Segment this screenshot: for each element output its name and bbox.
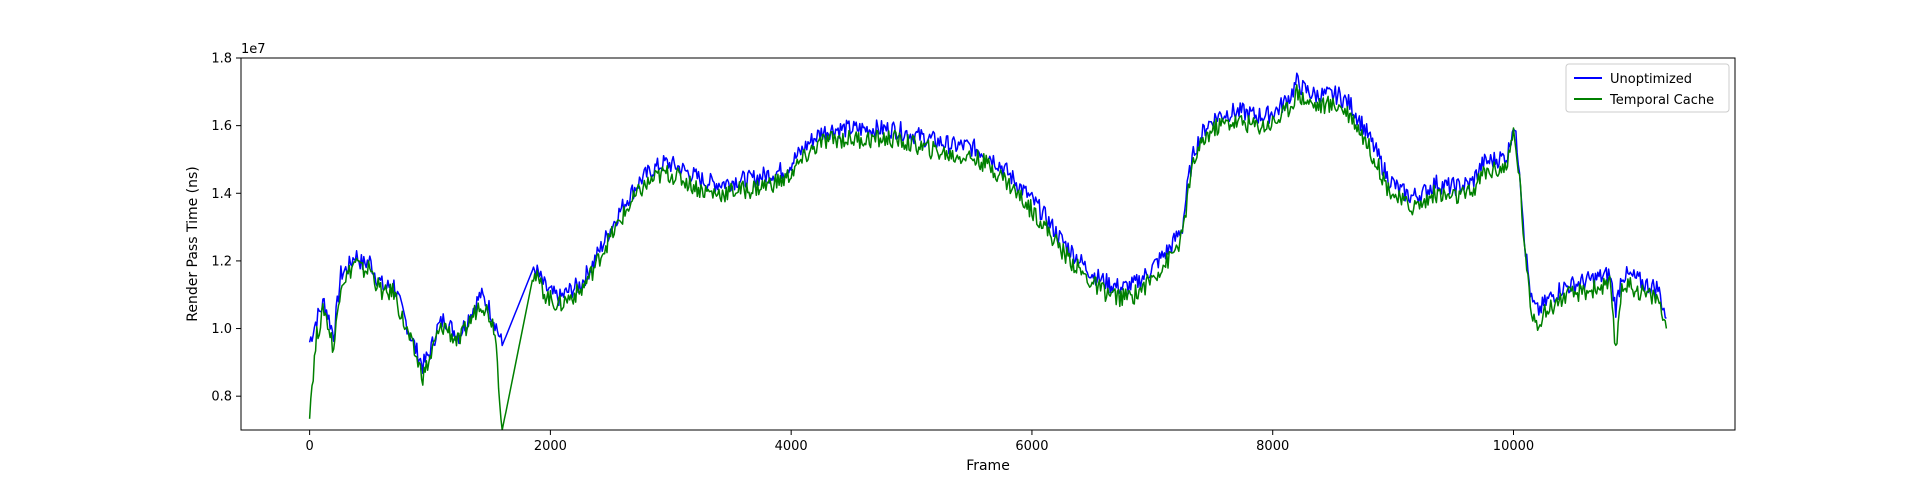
x-tick-label: 4000 [775,439,808,454]
y-tick-label: 0.8 [211,390,232,405]
x-axis-label: Frame [966,458,1010,474]
legend-box [1565,63,1730,113]
plot-marks [308,72,1668,430]
y-tick-label: 1.8 [211,52,232,67]
series-line-2 [308,84,1668,430]
x-axis: 0 2000 4000 6000 8000 10000 [305,430,1534,454]
x-tick-label: 0 [305,439,313,454]
legend-label: Temporal Cache [1609,93,1714,108]
y-axis-label: Render Pass Time (ns) [185,166,201,322]
x-tick-label: 10000 [1493,439,1534,454]
y-tick-label: 1.6 [211,119,232,134]
y-tick-label: 1.2 [211,254,232,269]
legend-label: Unoptimized [1610,72,1692,87]
x-tick-label: 2000 [534,439,567,454]
y-tick-label: 1.4 [211,187,232,202]
x-tick-label: 6000 [1015,439,1048,454]
x-tick-label: 8000 [1256,439,1289,454]
y-offset-label: 1e7 [241,42,266,57]
y-tick-label: 1.0 [211,322,232,337]
y-axis: 0.8 1.0 1.2 1.4 1.6 1.8 [211,52,241,405]
legend: Unoptimized Temporal Cache [1565,63,1730,113]
plot-frame [240,57,1736,431]
series-line-1 [308,72,1667,375]
